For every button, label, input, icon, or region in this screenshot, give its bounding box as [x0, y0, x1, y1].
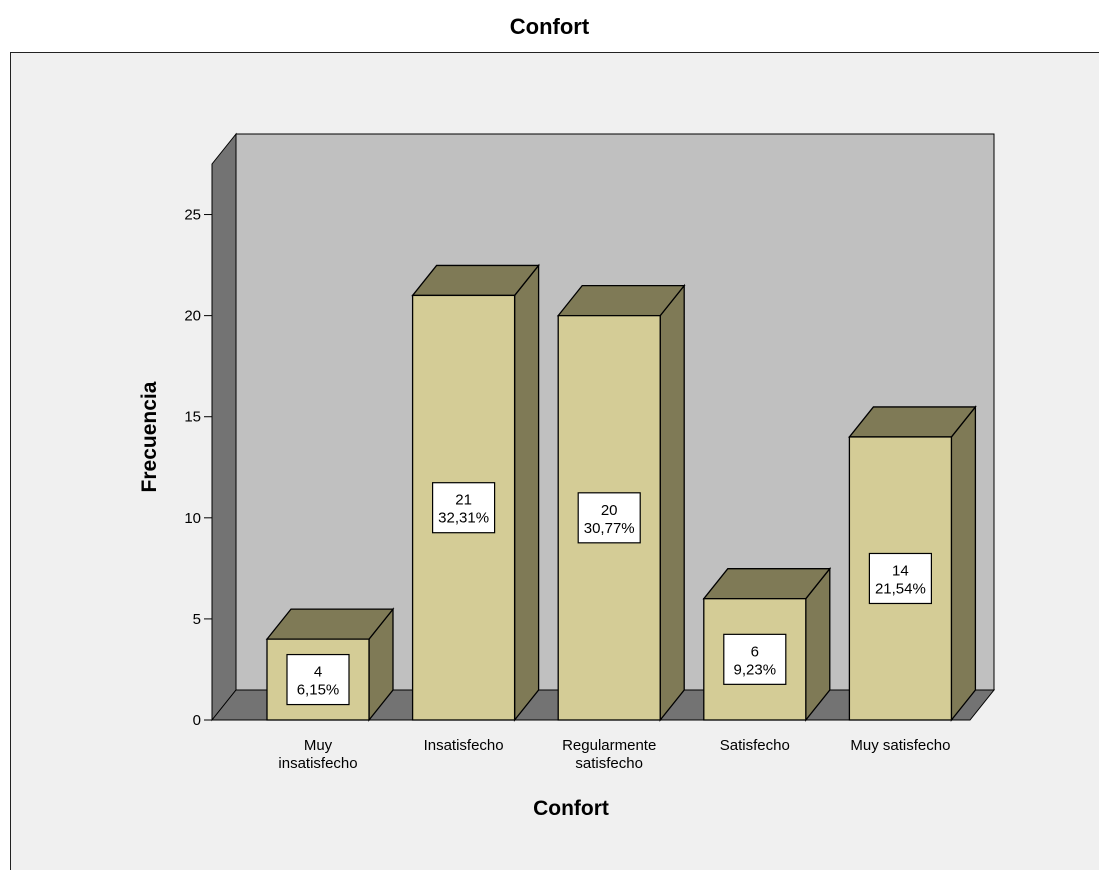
x-tick-label: Muy — [304, 737, 333, 754]
data-label-percent: 9,23% — [734, 661, 777, 678]
y-tick-label: 25 — [184, 207, 201, 224]
data-label-count: 20 — [601, 502, 618, 519]
side-wall — [211, 132, 237, 722]
data-label-percent: 6,15% — [297, 682, 340, 699]
data-label-box — [286, 653, 350, 706]
data-label-count: 6 — [751, 643, 759, 660]
data-label-count: 4 — [314, 664, 322, 681]
bar-side — [950, 405, 977, 722]
x-tick-label: Regularmente — [562, 737, 656, 754]
bar-1: 46,15% — [265, 607, 395, 722]
data-label-box — [432, 482, 496, 534]
data-label-count: 14 — [892, 562, 909, 579]
y-tick-label: 10 — [184, 510, 201, 527]
x-tick-label: Satisfecho — [720, 737, 790, 754]
y-tick-label: 15 — [184, 409, 201, 426]
data-label-box — [577, 492, 641, 544]
data-label-percent: 32,31% — [438, 510, 489, 527]
x-tick-label: insatisfecho — [278, 755, 357, 772]
x-tick-label: Insatisfecho — [424, 737, 504, 754]
y-axis-title: Frecuencia — [138, 381, 161, 492]
bar-side — [513, 263, 540, 722]
y-tick-label: 20 — [184, 308, 201, 325]
x-tick-label: satisfecho — [575, 755, 643, 772]
data-label-box — [723, 633, 787, 685]
y-tick-label: 5 — [193, 611, 201, 628]
chart-title: Confort — [509, 14, 590, 39]
bar-4: 69,23% — [702, 566, 832, 722]
x-tick-label: Muy satisfecho — [850, 737, 950, 754]
x-axis-title: Confort — [533, 797, 609, 820]
bar-side — [659, 283, 685, 722]
data-label-box — [868, 552, 933, 605]
data-label-percent: 30,77% — [584, 520, 635, 537]
data-label-percent: 21,54% — [875, 580, 926, 597]
data-label-count: 21 — [455, 492, 472, 509]
y-tick-label: 0 — [193, 712, 201, 729]
